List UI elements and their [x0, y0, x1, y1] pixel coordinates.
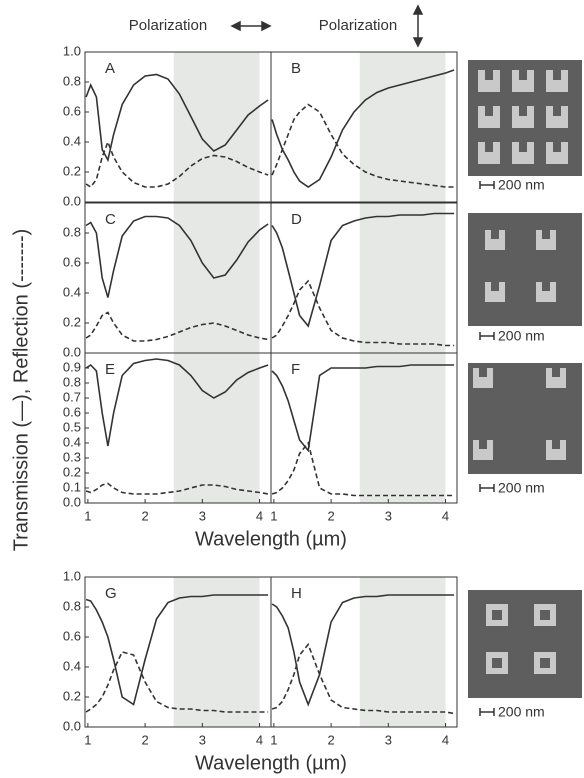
horizontal-arrow: [230, 20, 272, 32]
x-tick-label: 4: [256, 508, 263, 523]
panel-label: A: [105, 60, 115, 77]
x-tick-label: 2: [141, 732, 148, 747]
data-line: [85, 73, 269, 163]
x-tick-label: 2: [141, 508, 148, 523]
y-tick-label: 0.8: [63, 73, 81, 88]
data-line: [85, 311, 269, 342]
shaded-region: [173, 353, 260, 503]
y-tick-label: 0.0: [63, 344, 81, 359]
data-line: [271, 364, 455, 453]
y-tick-label: 0.6: [63, 254, 81, 269]
plot-frame: [270, 352, 458, 504]
shaded-region: [173, 577, 260, 727]
data-line: [85, 358, 269, 447]
panel-label: F: [291, 361, 300, 378]
y-tick-label: 0.2: [63, 163, 81, 178]
y-tick-label: 0.2: [63, 688, 81, 703]
scale-bar: [479, 181, 495, 716]
data-line: [85, 594, 269, 706]
y-tick-label: 0.0: [63, 718, 81, 733]
y-tick-label: 0.2: [63, 464, 81, 479]
polarization-label: Polarization: [319, 17, 397, 34]
plot-frame: [270, 576, 458, 728]
x-tick-label: 2: [327, 508, 334, 523]
y-tick-label: 0.0: [63, 494, 81, 509]
x-axis-label: Wavelength (µm): [195, 528, 347, 550]
x-tick-label: 3: [199, 508, 206, 523]
y-tick-label: 0.8: [63, 598, 81, 613]
data-line: [271, 103, 455, 188]
scale-bar-label: 200 nm: [498, 704, 545, 720]
y-tick-label: 0.4: [63, 133, 81, 148]
x-tick-label: 1: [84, 732, 91, 747]
y-tick-label: 0.4: [63, 434, 81, 449]
panel-label: B: [291, 60, 301, 77]
panel-label: D: [291, 211, 302, 228]
y-tick-label: 0.1: [63, 479, 81, 494]
x-tick-label: 4: [442, 508, 449, 523]
y-tick-label: 0.0: [63, 193, 81, 208]
x-axis-label: Wavelength (µm): [195, 752, 347, 774]
x-tick-label: 3: [385, 508, 392, 523]
data-line: [271, 642, 455, 715]
x-tick-label: 4: [256, 732, 263, 747]
data-line: [85, 215, 269, 298]
data-line: [271, 212, 455, 328]
y-tick-label: 0.8: [63, 374, 81, 389]
y-tick-label: 0.3: [63, 449, 81, 464]
y-tick-label: 1.0: [63, 43, 81, 58]
y-tick-label: 0.9: [63, 359, 81, 374]
plot-frame: [270, 51, 458, 203]
scale-bar-label: 200 nm: [498, 480, 545, 496]
y-tick-label: 0.7: [63, 389, 81, 404]
sem-image: [468, 60, 582, 176]
x-tick-label: 1: [270, 508, 277, 523]
x-tick-label: 1: [270, 732, 277, 747]
x-tick-label: 3: [199, 732, 206, 747]
y-tick-label: 0.5: [63, 419, 81, 434]
shaded-region: [359, 203, 446, 353]
y-tick-label: 0.8: [63, 224, 81, 239]
data-line: [85, 651, 269, 713]
y-axis-label: Transmission (—), Reflection (-------): [10, 229, 32, 552]
shaded-region: [359, 577, 446, 727]
x-tick-label: 1: [84, 508, 91, 523]
polarization-label: Polarization: [129, 17, 207, 34]
x-tick-label: 2: [327, 732, 334, 747]
vertical-arrow: [412, 4, 424, 48]
scale-bar-label: 200 nm: [498, 177, 545, 193]
y-tick-label: 1.0: [63, 568, 81, 583]
x-tick-label: 3: [385, 732, 392, 747]
scale-bar-label: 200 nm: [498, 328, 545, 344]
sem-image: [468, 590, 582, 698]
y-tick-label: 0.2: [63, 314, 81, 329]
shaded-region: [359, 353, 446, 503]
panel-label: E: [105, 361, 115, 378]
shaded-region: [173, 52, 260, 202]
panel-label: H: [291, 585, 302, 602]
sem-image: [468, 363, 582, 474]
x-tick-label: 4: [442, 732, 449, 747]
data-line: [271, 594, 455, 707]
sem-image: [468, 213, 582, 326]
y-tick-label: 0.6: [63, 404, 81, 419]
y-tick-label: 0.6: [63, 628, 81, 643]
panel-label: C: [105, 211, 116, 228]
shaded-region: [359, 52, 446, 202]
y-tick-label: 0.6: [63, 103, 81, 118]
data-line: [85, 482, 269, 495]
y-tick-label: 0.4: [63, 284, 81, 299]
data-line: [85, 139, 269, 189]
panel-label: G: [105, 585, 117, 602]
data-line: [271, 69, 455, 188]
y-tick-label: 0.4: [63, 658, 81, 673]
